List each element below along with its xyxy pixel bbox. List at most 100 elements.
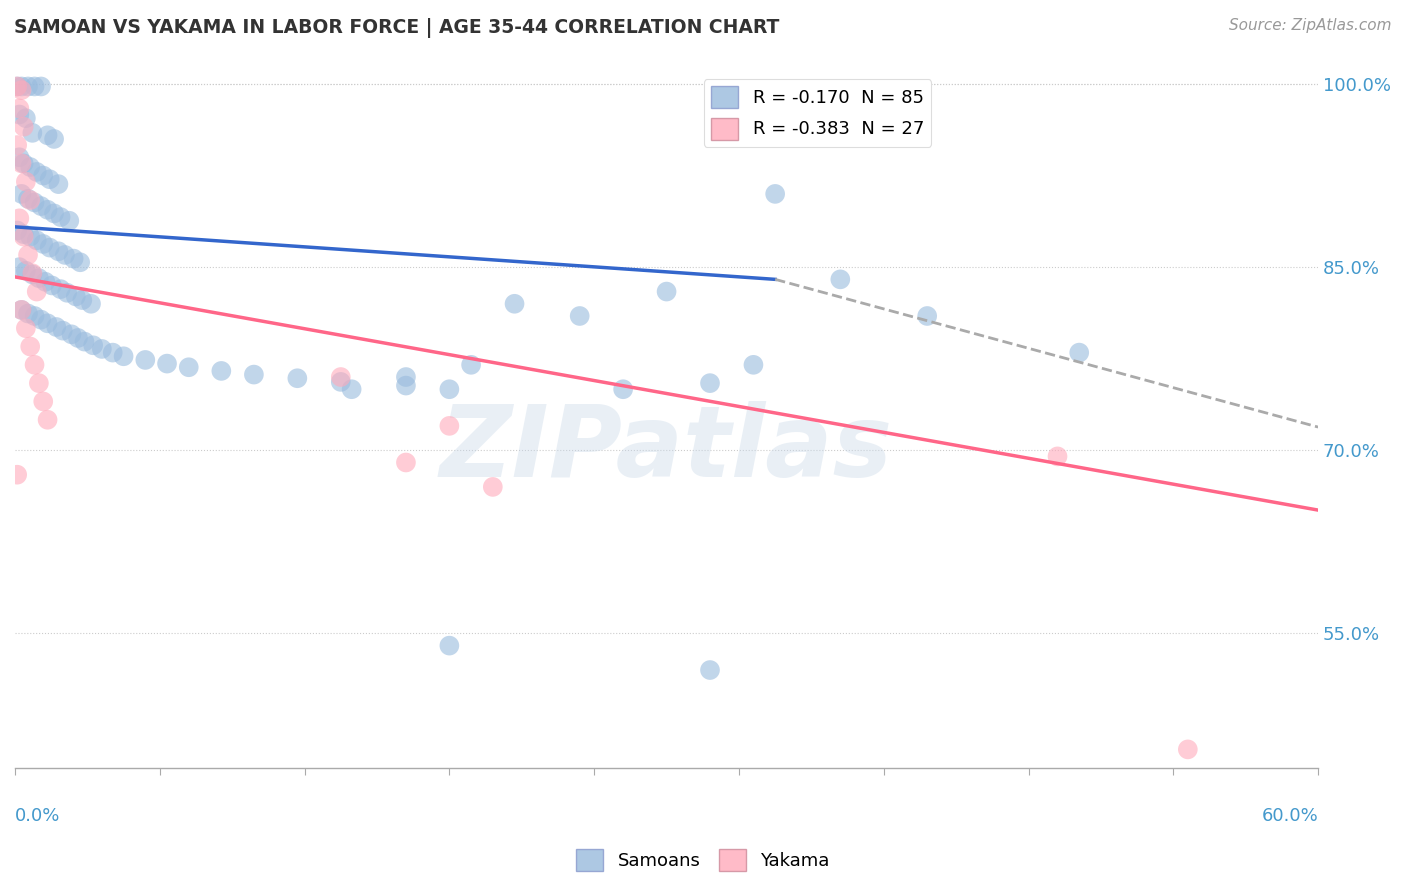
Point <box>329 370 352 384</box>
Point <box>395 378 418 392</box>
Point <box>13 229 35 244</box>
Point <box>14 112 37 126</box>
Point <box>6 79 28 94</box>
Text: Source: ZipAtlas.com: Source: ZipAtlas.com <box>1229 18 1392 33</box>
Point <box>37 316 59 330</box>
Point <box>37 202 59 217</box>
Point <box>18 193 41 207</box>
Point <box>10 83 32 97</box>
Point <box>32 236 55 251</box>
Point <box>101 345 124 359</box>
Point <box>30 79 52 94</box>
Point <box>82 338 104 352</box>
Point <box>6 138 28 153</box>
Point <box>42 206 65 220</box>
Point <box>30 199 52 213</box>
Point <box>73 334 96 349</box>
Point <box>48 244 70 259</box>
Point <box>25 233 48 247</box>
Point <box>10 79 32 94</box>
Point <box>10 302 32 317</box>
Point <box>17 307 39 321</box>
Point <box>32 169 55 183</box>
Point <box>134 353 156 368</box>
Point <box>10 156 32 170</box>
Point <box>17 248 39 262</box>
Point <box>209 364 232 378</box>
Legend: Samoans, Yakama: Samoans, Yakama <box>569 842 837 879</box>
Point <box>612 382 634 396</box>
Point <box>482 480 505 494</box>
Point <box>18 160 41 174</box>
Point <box>17 79 39 94</box>
Point <box>45 320 67 334</box>
Point <box>80 297 103 311</box>
Text: ZIPatlas: ZIPatlas <box>440 401 893 498</box>
Point <box>699 376 721 391</box>
Point <box>34 275 56 289</box>
Point <box>13 227 35 242</box>
Point <box>24 79 46 94</box>
Point <box>830 272 852 286</box>
Point <box>21 268 44 282</box>
Point <box>14 175 37 189</box>
Point <box>42 132 65 146</box>
Point <box>48 177 70 191</box>
Point <box>65 289 87 303</box>
Point <box>56 285 79 300</box>
Point <box>8 150 31 164</box>
Point <box>41 278 63 293</box>
Point <box>8 211 31 226</box>
Point <box>38 172 60 186</box>
Point <box>13 120 35 134</box>
Point <box>915 309 938 323</box>
Point <box>52 324 75 338</box>
Point <box>742 358 765 372</box>
Point <box>655 285 678 299</box>
Point <box>32 394 55 409</box>
Point <box>439 639 461 653</box>
Point <box>49 210 72 224</box>
Text: 60.0%: 60.0% <box>1261 806 1319 824</box>
Point <box>1069 345 1091 359</box>
Point <box>30 312 52 326</box>
Point <box>10 302 32 317</box>
Point <box>14 321 37 335</box>
Point <box>72 293 94 307</box>
Point <box>25 285 48 299</box>
Point <box>156 357 179 371</box>
Point <box>37 128 59 143</box>
Point <box>18 339 41 353</box>
Point <box>6 223 28 237</box>
Point <box>699 663 721 677</box>
Point <box>28 376 51 391</box>
Text: 0.0%: 0.0% <box>15 806 60 824</box>
Point <box>60 327 83 342</box>
Point <box>8 107 31 121</box>
Point <box>8 102 31 116</box>
Point <box>568 309 591 323</box>
Point <box>10 186 32 201</box>
Point <box>6 79 28 94</box>
Point <box>439 382 461 396</box>
Point <box>340 382 363 396</box>
Point <box>395 455 418 469</box>
Point <box>21 126 44 140</box>
Point <box>13 156 35 170</box>
Point <box>395 370 418 384</box>
Point <box>177 360 200 375</box>
Point <box>62 252 84 266</box>
Point <box>38 241 60 255</box>
Point <box>460 358 482 372</box>
Point <box>17 192 39 206</box>
Point <box>6 467 28 482</box>
Text: SAMOAN VS YAKAMA IN LABOR FORCE | AGE 35-44 CORRELATION CHART: SAMOAN VS YAKAMA IN LABOR FORCE | AGE 35… <box>14 18 779 37</box>
Point <box>49 282 72 296</box>
Point <box>439 418 461 433</box>
Point <box>112 349 135 363</box>
Point <box>37 413 59 427</box>
Point <box>285 371 308 385</box>
Point <box>243 368 266 382</box>
Point <box>21 266 44 280</box>
Point <box>90 342 112 356</box>
